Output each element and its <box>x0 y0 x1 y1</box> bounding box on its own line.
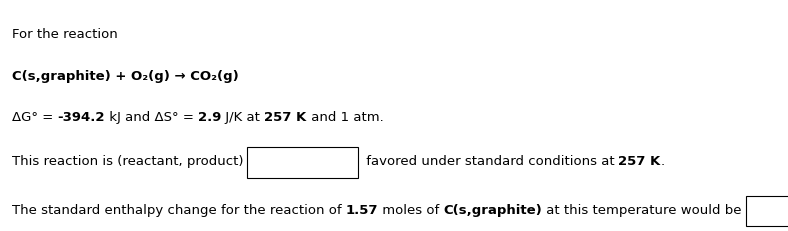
Text: The standard enthalpy change for the reaction of: The standard enthalpy change for the rea… <box>12 203 346 216</box>
Text: C(s,graphite) + O₂(g) → CO₂(g): C(s,graphite) + O₂(g) → CO₂(g) <box>12 69 239 82</box>
Text: C(s,graphite): C(s,graphite) <box>444 203 542 216</box>
Text: J/K at: J/K at <box>221 111 265 124</box>
Text: kJ and ΔS° =: kJ and ΔS° = <box>105 111 198 124</box>
Text: 257 K: 257 K <box>265 111 307 124</box>
Bar <box>247 148 358 178</box>
Text: and 1 atm.: and 1 atm. <box>307 111 384 124</box>
Bar <box>746 196 788 226</box>
Text: -394.2: -394.2 <box>58 111 105 124</box>
Text: moles of: moles of <box>378 203 444 216</box>
Text: This reaction is (reactant, product): This reaction is (reactant, product) <box>12 155 243 168</box>
Text: 2.9: 2.9 <box>198 111 221 124</box>
Text: at this temperature would be: at this temperature would be <box>542 203 742 216</box>
Text: 1.57: 1.57 <box>346 203 378 216</box>
Text: ΔG° =: ΔG° = <box>12 111 58 124</box>
Text: For the reaction: For the reaction <box>12 28 117 41</box>
Text: .: . <box>660 155 665 168</box>
Text: 257 K: 257 K <box>619 155 660 168</box>
Text: favored under standard conditions at: favored under standard conditions at <box>362 155 619 168</box>
